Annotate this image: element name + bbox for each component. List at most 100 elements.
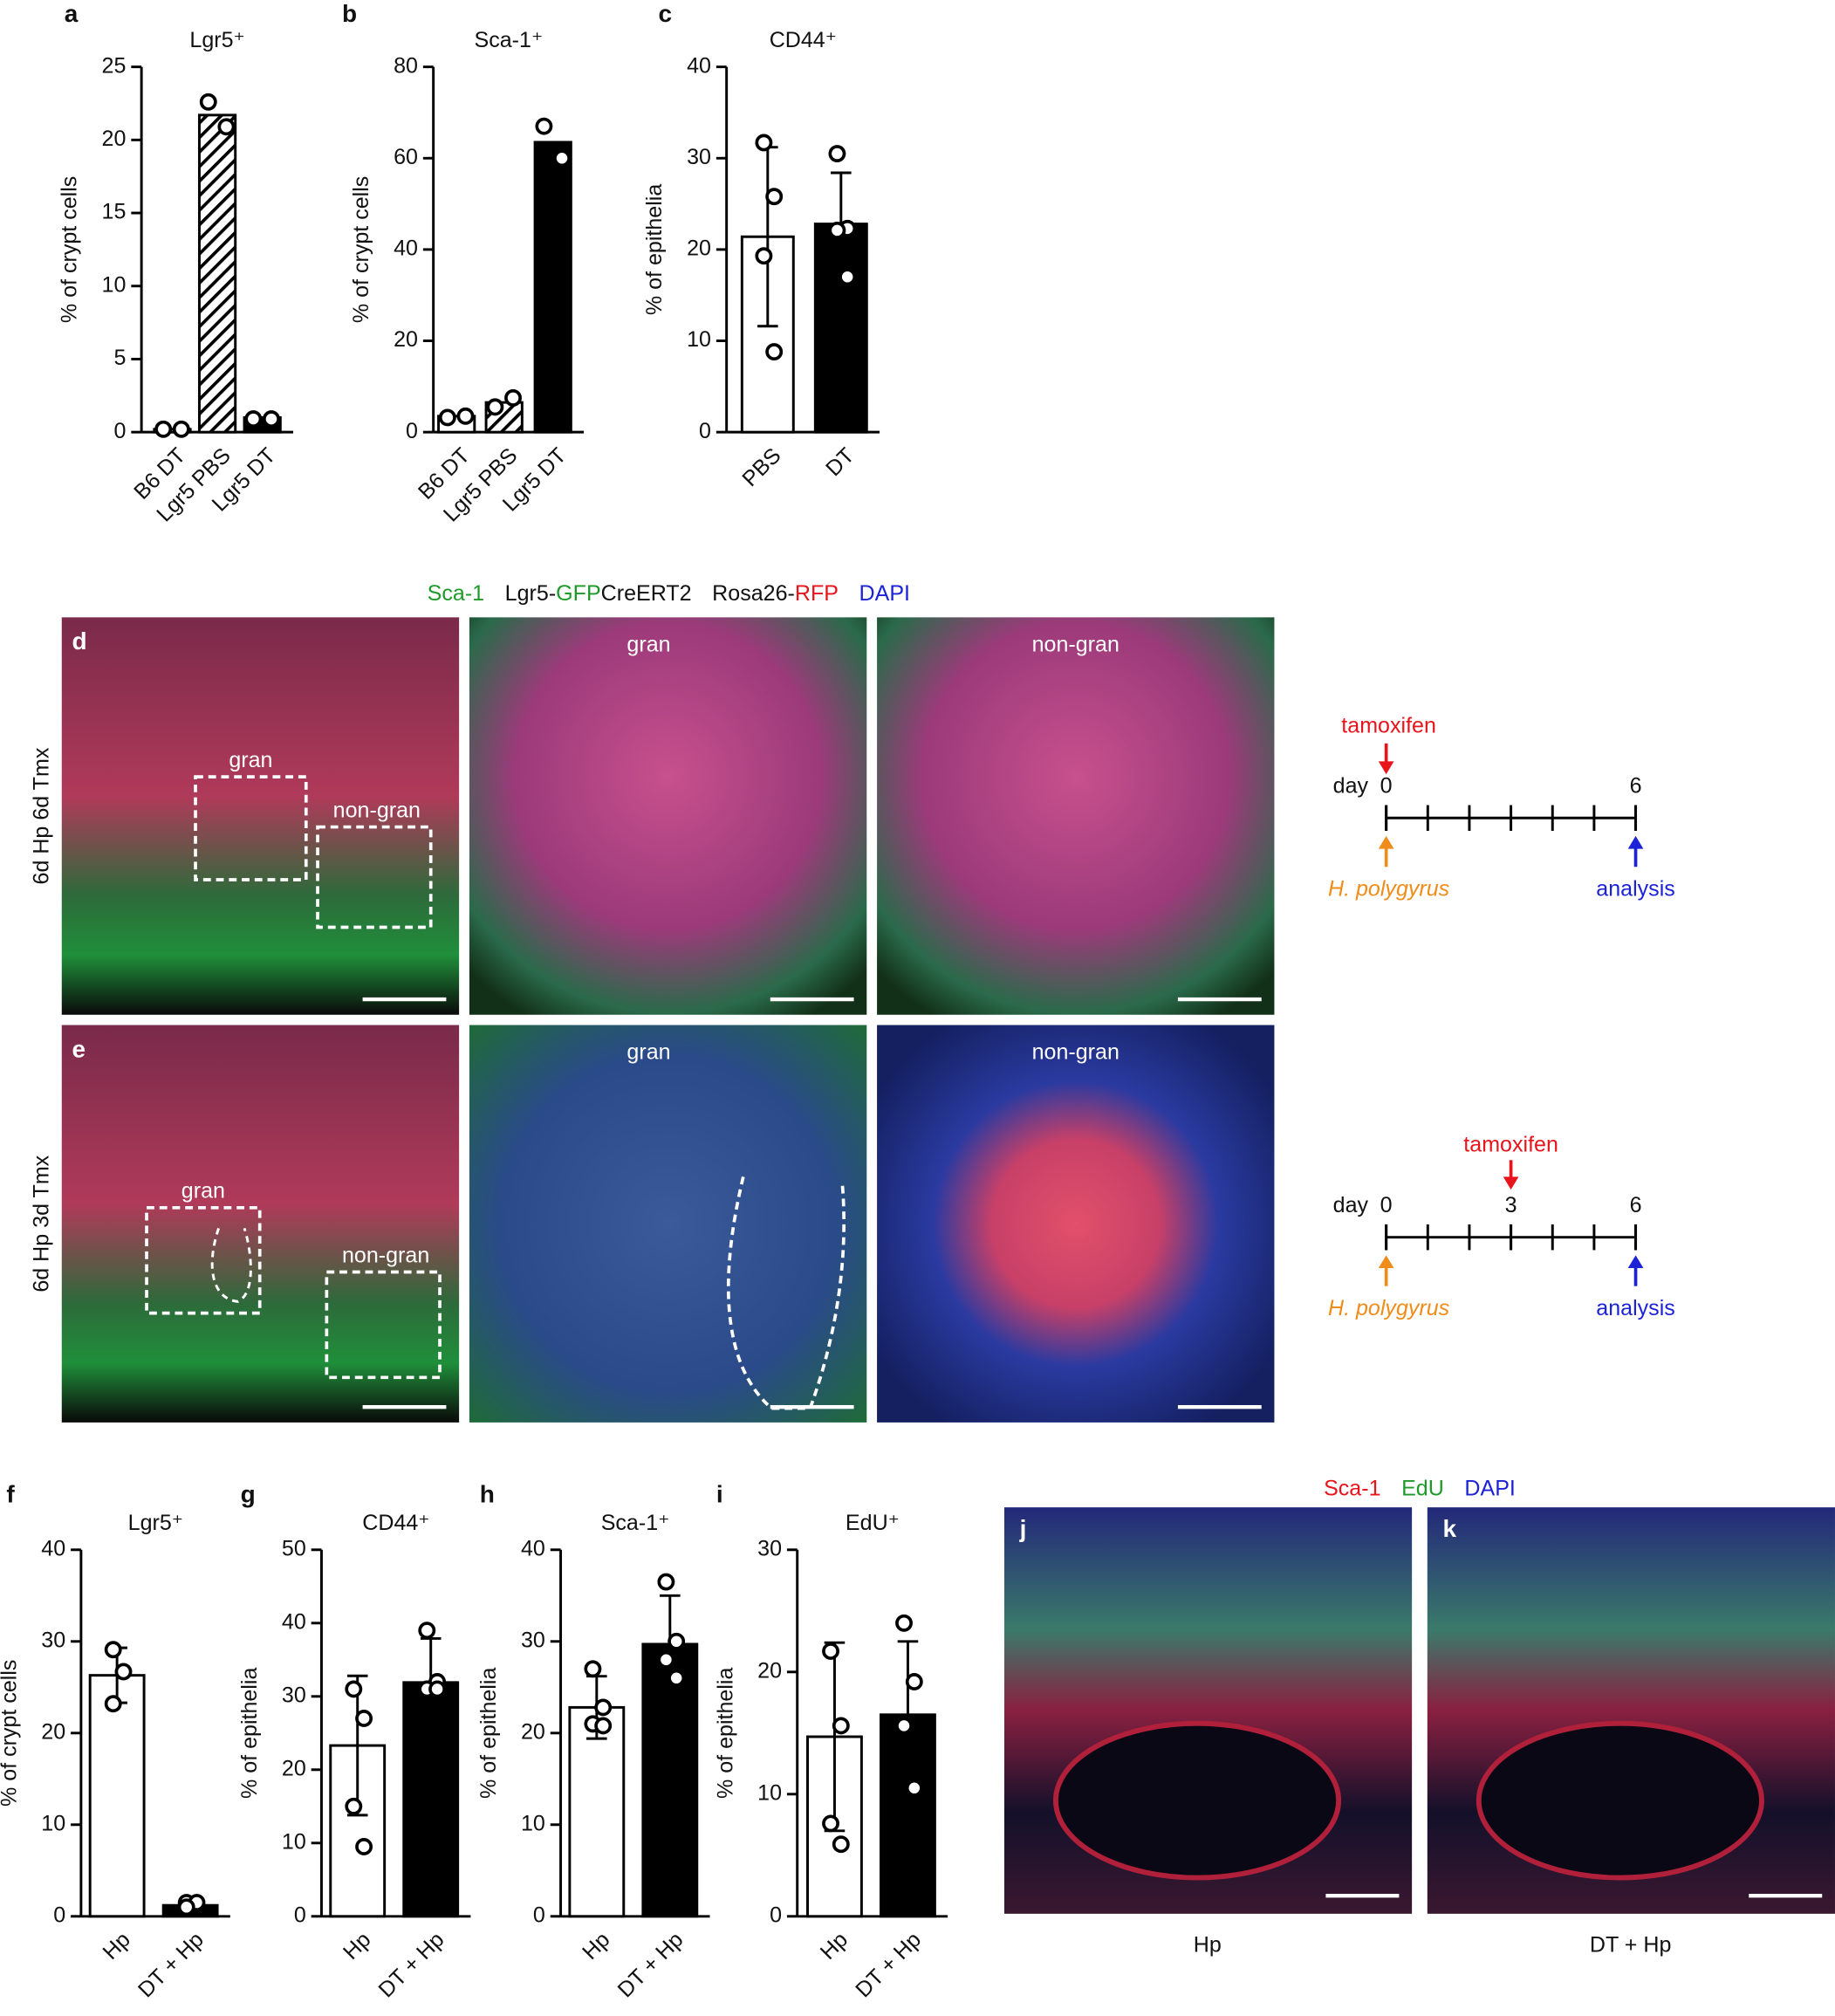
data-point bbox=[199, 93, 217, 111]
bar bbox=[533, 141, 572, 434]
data-point bbox=[486, 398, 504, 416]
data-point bbox=[828, 145, 846, 162]
roi-box bbox=[316, 825, 433, 929]
chart-title: Lgr5⁺ bbox=[189, 28, 244, 52]
data-point bbox=[668, 1669, 686, 1687]
y-tick-label: 30 bbox=[757, 1536, 782, 1560]
y-axis-label: % of epithelia bbox=[237, 1668, 262, 1799]
data-point bbox=[345, 1680, 363, 1698]
arrow-head bbox=[1378, 835, 1394, 849]
stain-label: Sca-1 bbox=[1324, 1476, 1380, 1500]
panel-letter: g bbox=[241, 1480, 256, 1507]
event-label: tamoxifen bbox=[1463, 1133, 1558, 1157]
y-tick-label: 10 bbox=[757, 1780, 782, 1805]
chart-title: EdU⁺ bbox=[846, 1511, 900, 1535]
micrograph bbox=[877, 617, 1275, 1015]
chart-title: Sca-1⁺ bbox=[475, 28, 544, 52]
data-point bbox=[177, 1898, 195, 1917]
stain-label: DAPI bbox=[1464, 1476, 1515, 1500]
data-point bbox=[345, 1797, 363, 1815]
x-tick-label: DT bbox=[821, 443, 859, 481]
end-label: analysis bbox=[1596, 1296, 1675, 1320]
zoom-label: non-gran bbox=[1032, 1040, 1119, 1065]
data-point bbox=[755, 247, 773, 265]
y-tick-label: 10 bbox=[41, 1811, 65, 1835]
roi-box bbox=[194, 775, 308, 881]
y-tick-label: 30 bbox=[521, 1628, 545, 1652]
day-label: day bbox=[1333, 1193, 1369, 1217]
data-point bbox=[594, 1717, 613, 1735]
data-point bbox=[822, 1814, 839, 1833]
data-point bbox=[657, 1650, 675, 1669]
panel-letter: e bbox=[72, 1035, 86, 1062]
data-point bbox=[104, 1695, 122, 1713]
data-point bbox=[456, 407, 475, 425]
y-tick-label: 10 bbox=[521, 1811, 545, 1835]
y-axis-label: % of crypt cells bbox=[58, 176, 82, 323]
data-point bbox=[584, 1660, 602, 1678]
panel-letter: f bbox=[6, 1480, 15, 1507]
chart-title: Sca-1⁺ bbox=[601, 1511, 670, 1535]
stain-label: Sca-1 bbox=[428, 580, 484, 605]
y-axis-label: % of crypt cells bbox=[0, 1660, 21, 1807]
bar bbox=[568, 1705, 626, 1918]
data-point bbox=[828, 221, 846, 239]
x-tick-label: PBS bbox=[737, 443, 785, 491]
panel-caption: DT + Hp bbox=[1590, 1932, 1672, 1957]
bar bbox=[88, 1674, 146, 1918]
y-tick-label: 20 bbox=[282, 1756, 306, 1780]
row-label: 6d Hp 6d Tmx bbox=[29, 747, 53, 884]
data-point bbox=[355, 1710, 373, 1727]
stain-legend: Sca-1 Lgr5-GFPCreERT2 Rosa26-RFP DAPI bbox=[428, 580, 910, 605]
data-point bbox=[355, 1838, 373, 1855]
roi-label: non-gran bbox=[333, 799, 421, 823]
y-tick-label: 30 bbox=[41, 1628, 65, 1652]
y-tick-label: 15 bbox=[102, 200, 127, 224]
bar bbox=[153, 428, 192, 434]
y-tick-label: 0 bbox=[53, 1903, 65, 1927]
roi-label: gran bbox=[229, 748, 272, 772]
zoom-label: non-gran bbox=[1032, 632, 1119, 656]
data-point bbox=[104, 1641, 122, 1659]
stain-label: RFP bbox=[795, 580, 839, 605]
y-tick-label: 10 bbox=[687, 327, 711, 352]
panel-letter: h bbox=[480, 1480, 495, 1507]
data-point bbox=[244, 410, 263, 429]
y-tick-label: 40 bbox=[521, 1536, 545, 1560]
roi-box bbox=[325, 1270, 442, 1380]
panel-letter: a bbox=[65, 0, 79, 27]
x-tick-label: DT + Hp bbox=[134, 1927, 209, 2002]
y-axis-label: % of crypt cells bbox=[349, 176, 373, 323]
day-tick-label: 6 bbox=[1630, 1193, 1642, 1217]
tissue-lumen bbox=[1052, 1720, 1342, 1881]
x-tick-label: Hp bbox=[578, 1927, 614, 1964]
bar bbox=[740, 235, 795, 434]
day-tick-label: 0 bbox=[1380, 1193, 1393, 1217]
chart-title: Lgr5⁺ bbox=[128, 1511, 183, 1535]
data-point bbox=[263, 410, 280, 429]
y-tick-label: 0 bbox=[533, 1903, 545, 1927]
data-point bbox=[905, 1779, 923, 1797]
start-label: H. polygyrus bbox=[1328, 1296, 1450, 1320]
zoom-label: gran bbox=[627, 632, 670, 656]
data-point bbox=[217, 118, 236, 136]
data-point bbox=[418, 1622, 436, 1640]
y-tick-label: 80 bbox=[394, 53, 418, 78]
roi-box bbox=[145, 1205, 262, 1315]
data-point bbox=[668, 1632, 686, 1650]
tissue-lumen bbox=[1476, 1720, 1764, 1881]
bar bbox=[197, 113, 237, 434]
data-point bbox=[755, 134, 773, 152]
y-tick-label: 40 bbox=[41, 1536, 65, 1560]
y-tick-label: 60 bbox=[394, 145, 418, 169]
data-point bbox=[895, 1614, 913, 1632]
data-point bbox=[765, 343, 784, 361]
day-label: day bbox=[1333, 774, 1369, 799]
y-axis-label: % of epithelia bbox=[476, 1668, 501, 1799]
data-point bbox=[553, 149, 571, 168]
y-tick-label: 10 bbox=[282, 1829, 306, 1854]
stain-label: CreERT2 bbox=[601, 580, 692, 605]
stain-label: Rosa26- bbox=[712, 580, 795, 605]
panel-letter: b bbox=[342, 0, 357, 27]
